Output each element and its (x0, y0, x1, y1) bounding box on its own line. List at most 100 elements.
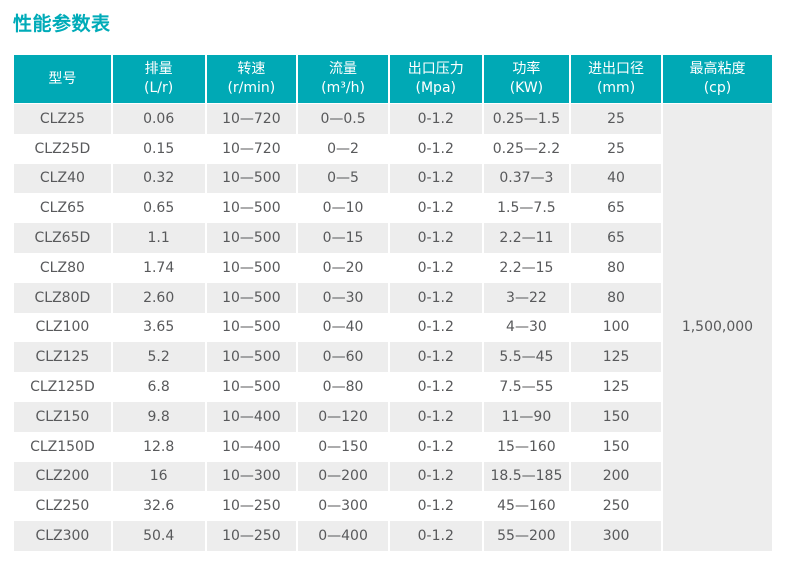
value-cell: 0—300 (296, 491, 389, 522)
value-cell: 150 (569, 431, 662, 462)
value-cell: 0-1.2 (387, 431, 483, 462)
value-cell: 10—300 (204, 461, 298, 492)
value-cell: 200 (569, 461, 662, 492)
model-cell: CLZ250 (14, 491, 112, 522)
table-row: CLZ25 0.06 10—720 0—0.5 0-1.2 0.25—1.5 25 1,500… (14, 103, 772, 551)
column-header-unit: (L/r) (144, 80, 174, 96)
table-row: CLZ300 50.4 10—250 0—400 0-1.2 55—200 300 (14, 521, 772, 551)
value-cell: 5.5—45 (481, 342, 571, 373)
value-cell: 1.74 (110, 252, 206, 283)
value-cell: 2.2—15 (481, 252, 571, 283)
value-cell: 1.1 (110, 223, 206, 253)
value-cell: 0-1.2 (387, 491, 483, 522)
model-cell: CLZ125 (14, 342, 112, 373)
table-row: CLZ250 32.6 10—250 0—300 0-1.2 45—160 250 (14, 491, 772, 522)
value-cell: 0—120 (296, 401, 389, 432)
model-cell: CLZ80 (14, 252, 112, 283)
column-header-label: 转速 (237, 61, 266, 77)
value-cell: 0.25—1.5 (481, 103, 571, 134)
value-cell: 0-1.2 (387, 193, 483, 224)
value-cell: 150 (569, 401, 662, 432)
value-cell: 10—500 (204, 342, 298, 373)
table-row: CLZ80 1.74 10—500 0—20 0-1.2 2.2—15 80 (14, 252, 772, 283)
column-header-label: 最高粘度 (689, 61, 746, 77)
value-cell: 10—720 (204, 133, 298, 164)
table-header: 型号 排量 (L/r) 转速 (r/min) 流量 (m³/h) 出口压力 (M… (14, 55, 772, 104)
value-cell: 1.5—7.5 (481, 193, 571, 224)
value-cell: 10—500 (204, 252, 298, 283)
value-cell: 0.06 (110, 103, 206, 134)
page-title: 性能参数表 (13, 13, 111, 35)
value-cell: 0—5 (296, 163, 389, 194)
value-cell: 65 (569, 193, 662, 224)
table-row: CLZ25D 0.15 10—720 0—2 0-1.2 0.25—2.2 25 (14, 133, 772, 164)
value-cell: 0-1.2 (387, 342, 483, 373)
column-header-label: 流量 (329, 61, 358, 77)
page: 性能参数表 型号 排量 (L/r) 转速 (r (0, 11, 787, 578)
table-row: CLZ100 3.65 10—500 0—40 0-1.2 4—30 100 (14, 312, 772, 343)
value-cell: 0.25—2.2 (481, 133, 571, 164)
value-cell: 0—10 (296, 193, 389, 224)
value-cell: 0.15 (110, 133, 206, 164)
column-header-model: 型号 (14, 55, 112, 104)
value-cell: 10—720 (204, 103, 298, 134)
model-cell: CLZ80D (14, 282, 112, 313)
table-row: CLZ125D 6.8 10—500 0—80 0-1.2 7.5—55 125 (14, 372, 772, 402)
value-cell: 2.2—11 (481, 223, 571, 253)
table-row: CLZ200 16 10—300 0—200 0-1.2 18.5—185 200 (14, 461, 772, 492)
value-cell: 80 (569, 252, 662, 283)
column-header-unit: (KW) (509, 80, 544, 96)
value-cell: 25 (569, 103, 662, 134)
value-cell: 0—150 (296, 431, 389, 462)
column-header-flow: 流量 (m³/h) (296, 55, 389, 104)
value-cell: 16 (110, 461, 206, 492)
value-cell: 0-1.2 (387, 103, 483, 134)
model-cell: CLZ65D (14, 223, 112, 253)
value-cell: 65 (569, 223, 662, 253)
value-cell: 10—250 (204, 491, 298, 522)
value-cell: 0—0.5 (296, 103, 389, 134)
value-cell: 0.65 (110, 193, 206, 224)
value-cell: 0-1.2 (387, 372, 483, 402)
value-cell: 50.4 (110, 521, 206, 551)
table-row: CLZ80D 2.60 10—500 0—30 0-1.2 3—22 80 (14, 282, 772, 313)
model-cell: CLZ150D (14, 431, 112, 462)
value-cell: 0-1.2 (387, 461, 483, 492)
value-cell: 55—200 (481, 521, 571, 551)
value-cell: 0—2 (296, 133, 389, 164)
value-cell: 10—500 (204, 372, 298, 402)
value-cell: 0—60 (296, 342, 389, 373)
value-cell: 10—500 (204, 193, 298, 224)
value-cell: 0-1.2 (387, 133, 483, 164)
column-header-unit: (m³/h) (321, 80, 365, 96)
value-cell: 100 (569, 312, 662, 343)
value-cell: 0—15 (296, 223, 389, 253)
performance-table: 型号 排量 (L/r) 转速 (r/min) 流量 (m³/h) 出口压力 (M… (14, 55, 772, 551)
model-cell: CLZ40 (14, 163, 112, 194)
model-cell: CLZ125D (14, 372, 112, 402)
column-header-label: 型号 (48, 70, 77, 87)
value-cell: 11—90 (481, 401, 571, 432)
column-header-port-diameter: 进出口径 (mm) (569, 55, 662, 104)
model-cell: CLZ300 (14, 521, 112, 551)
column-header-label: 出口压力 (407, 61, 464, 77)
value-cell: 0-1.2 (387, 282, 483, 313)
value-cell: 18.5—185 (481, 461, 571, 492)
value-cell: 25 (569, 133, 662, 164)
column-header-outlet-pressure: 出口压力 (Mpa) (387, 55, 483, 104)
table-row: CLZ65 0.65 10—500 0—10 0-1.2 1.5—7.5 65 (14, 193, 772, 224)
column-header-unit: (cp) (703, 80, 732, 96)
value-cell: 7.5—55 (481, 372, 571, 402)
value-cell: 0—20 (296, 252, 389, 283)
value-cell: 0-1.2 (387, 401, 483, 432)
column-header-unit: (r/min) (227, 80, 276, 96)
model-cell: CLZ100 (14, 312, 112, 343)
value-cell: 10—400 (204, 401, 298, 432)
value-cell: 0—80 (296, 372, 389, 402)
value-cell: 3—22 (481, 282, 571, 313)
value-cell: 10—400 (204, 431, 298, 462)
value-cell: 2.60 (110, 282, 206, 313)
table-row: CLZ125 5.2 10—500 0—60 0-1.2 5.5—45 125 (14, 342, 772, 373)
model-cell: CLZ150 (14, 401, 112, 432)
value-cell: 0—30 (296, 282, 389, 313)
